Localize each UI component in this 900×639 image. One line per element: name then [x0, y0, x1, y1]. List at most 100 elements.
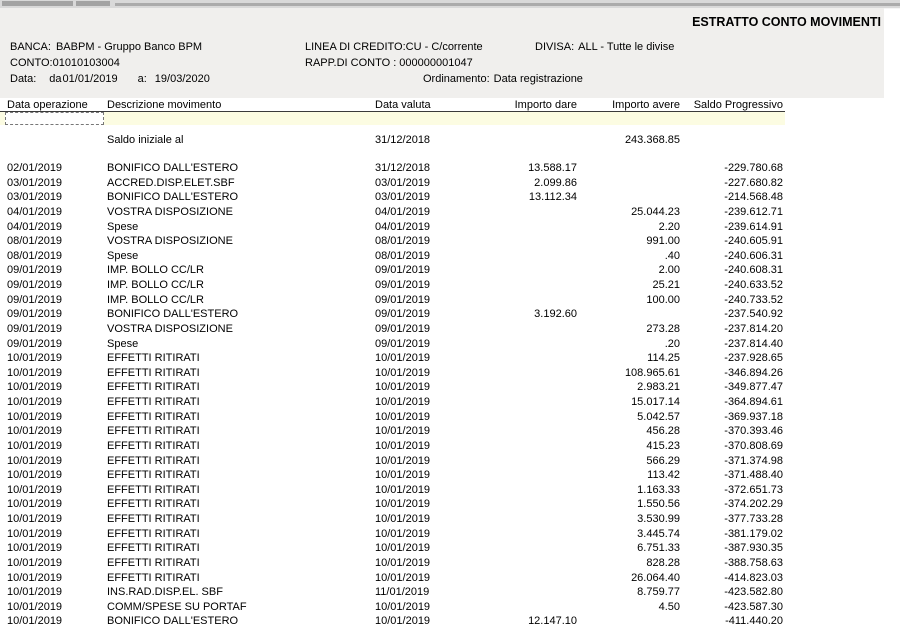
table-row[interactable]: 10/01/2019 EFFETTI RITIRATI 10/01/2019 4… — [0, 424, 785, 439]
filter-row — [0, 112, 785, 125]
cell-descrizione-movimento: EFFETTI RITIRATI — [107, 366, 200, 379]
report-header: ESTRATTO CONTO MOVIMENTI BANCA: BABPM - G… — [0, 8, 884, 98]
cell-descrizione-movimento: EFFETTI RITIRATI — [107, 513, 200, 525]
cell-saldo-progressivo: -237.814.40 — [724, 337, 783, 350]
cell-descrizione-movimento: BONIFICO DALL'ESTERO — [107, 615, 239, 628]
table-row[interactable]: 10/01/2019 EFFETTI RITIRATI 10/01/2019 5… — [0, 410, 785, 425]
table-row[interactable]: 03/01/2019 BONIFICO DALL'ESTERO 03/01/20… — [0, 190, 785, 205]
col-header-saldo-progressivo: Saldo Progressivo — [693, 99, 783, 111]
cell-data-valuta: 10/01/2019 — [375, 600, 431, 613]
cell-importo-dare — [470, 497, 577, 512]
cell-importo-avere: 2.00 — [658, 264, 680, 277]
cell-importo-dare — [470, 366, 577, 381]
cell-data-operazione: 09/01/2019 — [7, 293, 63, 306]
cell-importo-dare — [470, 585, 577, 600]
ordinamento-value: Data registrazione — [493, 73, 583, 85]
cell-saldo-progressivo: -240.606.31 — [724, 249, 783, 262]
cell-saldo-progressivo: -364.894.61 — [724, 396, 783, 408]
cell-saldo-progressivo: -381.179.02 — [724, 527, 783, 540]
table-row[interactable]: 02/01/2019 BONIFICO DALL'ESTERO 31/12/20… — [0, 161, 785, 176]
cell-descrizione-movimento: ACCRED.DISP.ELET.SBF — [107, 176, 235, 189]
table-row[interactable]: 09/01/2019 IMP. BOLLO CC/LR 09/01/2019 2… — [0, 278, 785, 293]
cell-importo-avere: 991.00 — [646, 235, 680, 248]
table-row[interactable]: 10/01/2019 COMM/SPESE SU PORTAF 10/01/20… — [0, 600, 785, 615]
cell-importo-avere: 1.550.56 — [637, 498, 680, 511]
ordinamento-line: Ordinamento: Data registrazione — [423, 73, 583, 85]
cell-descrizione-movimento: EFFETTI RITIRATI — [107, 352, 200, 365]
filter-cell-data-operazione[interactable] — [5, 112, 104, 125]
table-row[interactable]: 10/01/2019 EFFETTI RITIRATI 10/01/2019 1… — [0, 483, 785, 498]
cell-saldo-progressivo: -372.651.73 — [724, 483, 783, 496]
cell-importo-avere: 108.965.61 — [624, 366, 680, 379]
cell-importo-dare — [470, 293, 577, 308]
cell-importo-avere: 113.42 — [647, 469, 680, 482]
col-header-data-valuta: Data valuta — [375, 99, 431, 111]
cell-data-valuta: 09/01/2019 — [375, 293, 431, 306]
table-row[interactable]: 10/01/2019 EFFETTI RITIRATI 10/01/2019 1… — [0, 366, 785, 381]
toolbar-segment-2 — [76, 1, 110, 6]
cell-importo-avere: 3.445.74 — [637, 527, 680, 540]
table-row[interactable]: 10/01/2019 EFFETTI RITIRATI 10/01/2019 6… — [0, 541, 785, 556]
cell-data-operazione: 10/01/2019 — [7, 542, 63, 555]
table-row[interactable]: 09/01/2019 IMP. BOLLO CC/LR 09/01/2019 2… — [0, 263, 785, 278]
cell-descrizione-movimento: Spese — [107, 249, 139, 262]
cell-data-valuta: 03/01/2019 — [375, 176, 431, 189]
table-row[interactable]: 10/01/2019 EFFETTI RITIRATI 10/01/2019 8… — [0, 556, 785, 571]
table-row[interactable]: 03/01/2019 ACCRED.DISP.ELET.SBF 03/01/20… — [0, 176, 785, 191]
table-row[interactable]: 10/01/2019 EFFETTI RITIRATI 10/01/2019 3… — [0, 527, 785, 542]
table-row[interactable]: 09/01/2019 BONIFICO DALL'ESTERO 09/01/20… — [0, 307, 785, 322]
cell-importo-dare — [470, 249, 577, 264]
table-row[interactable]: 08/01/2019 Spese 08/01/2019 .40 -240.606… — [0, 249, 785, 264]
cell-data-valuta: 10/01/2019 — [375, 527, 431, 540]
cell-data-operazione: 10/01/2019 — [7, 527, 63, 540]
cell-importo-dare — [470, 512, 577, 527]
cell-importo-avere: 273.28 — [646, 322, 680, 335]
cell-data-valuta: 10/01/2019 — [375, 615, 431, 628]
linea-credito-value: CU - C/corrente — [405, 41, 483, 53]
table-row[interactable]: 10/01/2019 EFFETTI RITIRATI 10/01/2019 2… — [0, 380, 785, 395]
table-row[interactable]: 10/01/2019 EFFETTI RITIRATI 10/01/2019 2… — [0, 571, 785, 586]
data-a-label: a: — [137, 73, 147, 85]
table-row[interactable]: 10/01/2019 INS.RAD.DISP.EL. SBF 11/01/20… — [0, 585, 785, 600]
table-row[interactable]: 10/01/2019 EFFETTI RITIRATI 10/01/2019 1… — [0, 497, 785, 512]
cell-descrizione-movimento: EFFETTI RITIRATI — [107, 527, 200, 540]
table-row[interactable]: 10/01/2019 EFFETTI RITIRATI 10/01/2019 5… — [0, 454, 785, 469]
table-row[interactable]: 10/01/2019 EFFETTI RITIRATI 10/01/2019 1… — [0, 468, 785, 483]
cell-descrizione-movimento: IMP. BOLLO CC/LR — [107, 279, 204, 291]
data-line: Data: da01/01/2019 a: 19/03/2020 — [10, 73, 210, 85]
cell-data-operazione: 10/01/2019 — [7, 615, 63, 628]
divisa-label: DIVISA: — [535, 41, 575, 53]
cell-saldo-progressivo: -237.540.92 — [724, 308, 783, 321]
cell-importo-avere: 25.044.23 — [631, 205, 680, 218]
col-header-descrizione-movimento: Descrizione movimento — [107, 99, 222, 111]
cell-importo-avere — [577, 614, 680, 629]
banca-value: BABPM - Gruppo Banco BPM — [55, 41, 203, 53]
cell-importo-avere — [577, 161, 680, 176]
table-row[interactable]: 09/01/2019 VOSTRA DISPOSIZIONE 09/01/201… — [0, 322, 785, 337]
cell-importo-avere — [577, 176, 680, 191]
cell-descrizione-movimento: EFFETTI RITIRATI — [107, 439, 200, 452]
banca-label: BANCA: — [10, 41, 51, 53]
cell-saldo-progressivo: -423.582.80 — [724, 586, 783, 599]
table-row[interactable]: 10/01/2019 EFFETTI RITIRATI 10/01/2019 4… — [0, 439, 785, 454]
cell-data-valuta: 10/01/2019 — [375, 454, 431, 467]
table-row[interactable]: 10/01/2019 BONIFICO DALL'ESTERO 10/01/20… — [0, 614, 785, 629]
table-row[interactable]: 08/01/2019 VOSTRA DISPOSIZIONE 08/01/201… — [0, 234, 785, 249]
toolbar-segment-1 — [2, 1, 73, 6]
cell-importo-dare: 12.147.10 — [528, 615, 577, 628]
table-row[interactable]: 09/01/2019 Spese 09/01/2019 .20 -237.814… — [0, 337, 785, 352]
cell-importo-avere: 6.751.33 — [637, 542, 680, 555]
table-row[interactable]: 04/01/2019 Spese 04/01/2019 2.20 -239.61… — [0, 220, 785, 235]
cell-descrizione-movimento: IMP. BOLLO CC/LR — [107, 293, 204, 306]
table-row[interactable]: 10/01/2019 EFFETTI RITIRATI 10/01/2019 3… — [0, 512, 785, 527]
cell-saldo-progressivo: -414.823.03 — [724, 571, 783, 584]
table-row[interactable]: 10/01/2019 EFFETTI RITIRATI 10/01/2019 1… — [0, 351, 785, 366]
cell-importo-dare — [470, 454, 577, 469]
cell-saldo-progressivo: -237.928.65 — [724, 352, 783, 365]
cell-importo-avere: 2.983.21 — [637, 381, 680, 394]
conto-line: CONTO:01010103004 — [10, 57, 120, 69]
table-row[interactable]: 10/01/2019 EFFETTI RITIRATI 10/01/2019 1… — [0, 395, 785, 410]
table-row[interactable]: 09/01/2019 IMP. BOLLO CC/LR 09/01/2019 1… — [0, 293, 785, 308]
table-row[interactable]: 04/01/2019 VOSTRA DISPOSIZIONE 04/01/201… — [0, 205, 785, 220]
